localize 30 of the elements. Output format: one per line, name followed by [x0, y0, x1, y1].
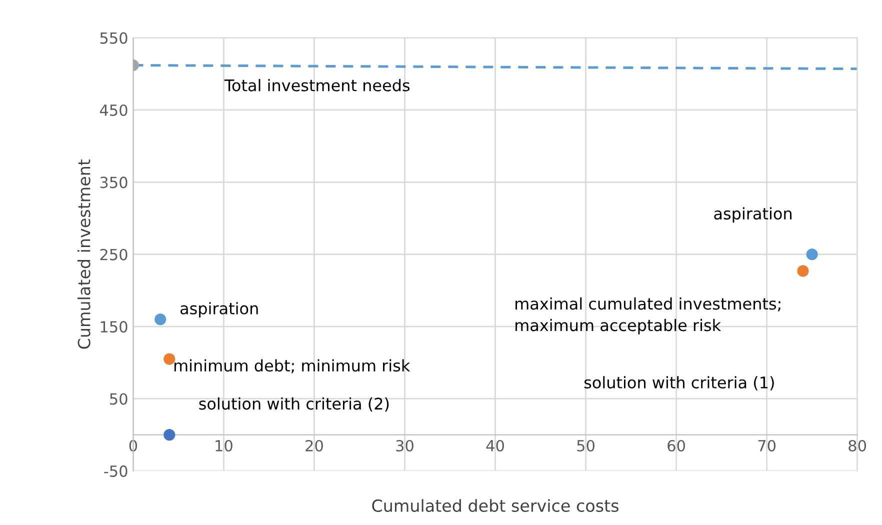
point	[154, 314, 166, 326]
x-tick-label: 20	[306, 440, 323, 452]
x-tick-label: 50	[577, 440, 594, 452]
y-axis-title: Cumulated investment	[77, 159, 90, 349]
y-tick-label: 150	[100, 321, 128, 333]
annotation: solution with criteria (1)	[584, 376, 774, 390]
y-tick-label: 50	[110, 393, 128, 405]
annotation: Total investment needs	[224, 79, 410, 92]
annotation: solution with criteria (2)	[199, 397, 389, 412]
x-tick-label: 10	[216, 440, 232, 452]
annotation: aspiration	[180, 302, 258, 318]
point	[164, 353, 176, 365]
x-axis-title: Cumulated debt service costs	[372, 499, 618, 512]
y-tick-label: 250	[100, 248, 128, 260]
point	[806, 248, 818, 260]
annotation: minimum debt; minimum risk	[174, 359, 410, 374]
point	[164, 429, 176, 441]
point	[797, 265, 809, 277]
y-tick-label: 350	[100, 176, 128, 188]
x-tick-label: 70	[758, 440, 776, 452]
y-tick-label: 550	[100, 32, 128, 44]
annotation: aspiration	[714, 207, 792, 223]
x-tick-label: 60	[668, 440, 685, 452]
x-tick-label: 30	[396, 440, 414, 452]
annotation: maximal cumulated investments; maximum acceptable risk	[516, 297, 780, 334]
x-tick-label: 0	[129, 440, 138, 452]
x-tick-label: 40	[486, 440, 504, 452]
y-tick-label: 450	[100, 104, 128, 116]
y-tick-label: -50	[104, 465, 128, 477]
x-tick-label: 80	[848, 440, 866, 452]
